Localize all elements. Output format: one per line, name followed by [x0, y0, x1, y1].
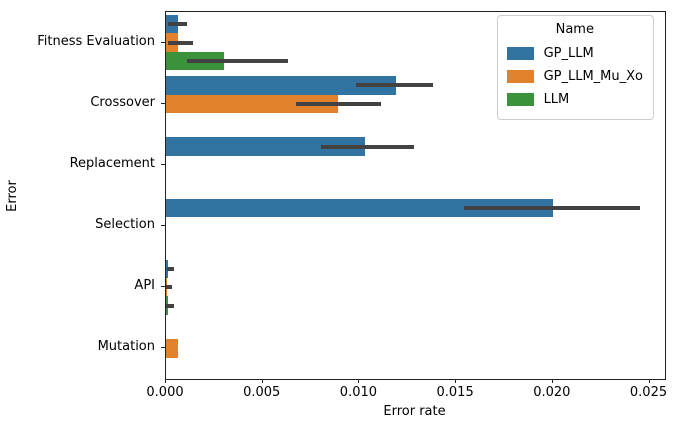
legend-swatch-gp-llm [506, 46, 534, 60]
error-bar-GP_LLM [167, 22, 188, 27]
error-bar-GP_LLM [166, 266, 174, 271]
x-tick-label: 0.020 [533, 385, 571, 400]
x-tick-label: 0.005 [243, 385, 281, 400]
legend-label-gp-llm: GP_LLM [543, 45, 594, 61]
y-tick-label: Mutation [97, 339, 155, 355]
y-tick-mark [161, 163, 165, 165]
error-bar-GP_LLM [355, 83, 433, 88]
legend: Name GP_LLM GP_LLM_Mu_Xo LLM [496, 15, 654, 120]
x-tick-mark [648, 379, 650, 383]
legend-entry-llm: LLM [506, 89, 643, 109]
bar-GP_LLM [166, 198, 553, 217]
y-tick-mark [161, 286, 165, 288]
x-tick-mark [261, 379, 263, 383]
y-tick-mark [161, 102, 165, 104]
legend-entry-gp-llm-mu-xo: GP_LLM_Mu_Xo [506, 66, 643, 86]
error-bar-LLM [166, 303, 174, 308]
bar-GP_LLM_Mu_Xo [166, 94, 339, 113]
error-bar-LLM [187, 58, 288, 63]
y-tick-label: Selection [95, 217, 155, 233]
bar-GP_LLM [166, 76, 397, 95]
x-tick-mark [455, 379, 457, 383]
x-tick-mark [551, 379, 553, 383]
x-tick-label: 0.025 [629, 385, 668, 400]
error-bar-GP_LLM_Mu_Xo [295, 101, 381, 106]
error-bar-GP_LLM_Mu_Xo [166, 285, 172, 290]
x-tick-label: 0.015 [436, 385, 474, 400]
bar-GP_LLM [166, 137, 366, 156]
x-tick-mark [165, 379, 166, 383]
error-bar-GP_LLM [463, 205, 640, 210]
x-tick-label: 0.010 [339, 385, 378, 400]
legend-swatch-gp-llm-mu-xo [506, 69, 534, 83]
y-tick-label: Fitness Evaluation [37, 33, 155, 49]
legend-entry-gp-llm: GP_LLM [506, 43, 643, 63]
y-tick-mark [161, 347, 165, 349]
y-tick-mark [161, 41, 165, 43]
y-tick-label: Replacement [69, 155, 155, 171]
error-bar-GP_LLM [320, 144, 414, 149]
y-tick-label: Crossover [90, 94, 155, 110]
y-axis-label: Error [5, 180, 20, 212]
legend-label-llm: LLM [543, 91, 570, 107]
plot-area: Name GP_LLM GP_LLM_Mu_Xo LLM [165, 11, 666, 380]
error-bar-GP_LLM_Mu_Xo [167, 40, 194, 45]
x-axis-label: Error rate [383, 404, 446, 419]
x-tick-mark [358, 379, 360, 383]
y-tick-mark [161, 225, 165, 227]
legend-label-gp-llm-mu-xo: GP_LLM_Mu_Xo [543, 68, 643, 84]
legend-swatch-llm [506, 92, 534, 106]
x-tick-label: 0.000 [146, 385, 184, 400]
bar-GP_LLM_Mu_Xo [166, 339, 178, 358]
legend-title: Name [555, 22, 594, 37]
y-tick-label: API [134, 278, 155, 294]
